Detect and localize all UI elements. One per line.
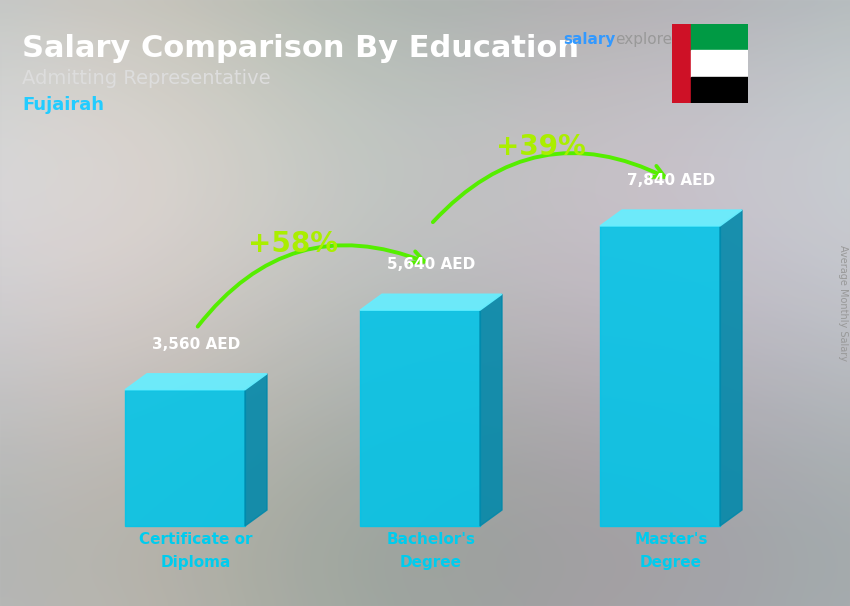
Bar [690,24,748,50]
Bar [690,77,748,103]
Text: 5,640 AED: 5,640 AED [387,257,475,272]
Text: Fujairah: Fujairah [22,96,104,114]
Polygon shape [245,374,267,526]
Text: +58%: +58% [248,230,338,258]
Text: Salary Comparison By Education: Salary Comparison By Education [22,34,579,63]
Bar [600,226,720,526]
Text: Certificate or
Diploma: Certificate or Diploma [139,533,252,570]
Polygon shape [360,294,502,310]
Bar [125,390,245,526]
Text: Average Monthly Salary: Average Monthly Salary [838,245,848,361]
Bar [672,24,690,103]
Text: explorer: explorer [615,32,678,47]
Text: Admitting Representative: Admitting Representative [22,69,270,88]
Polygon shape [600,210,742,226]
Text: 3,560 AED: 3,560 AED [152,337,240,351]
Bar [360,310,480,526]
Text: Master's
Degree: Master's Degree [634,533,708,570]
Polygon shape [480,294,502,526]
Text: Bachelor's
Degree: Bachelor's Degree [387,533,475,570]
Text: salary: salary [563,32,615,47]
Text: .com: .com [675,32,712,47]
Polygon shape [125,374,267,390]
Bar [690,50,748,77]
Polygon shape [720,210,742,526]
Text: +39%: +39% [496,133,586,161]
Text: 7,840 AED: 7,840 AED [627,173,715,188]
